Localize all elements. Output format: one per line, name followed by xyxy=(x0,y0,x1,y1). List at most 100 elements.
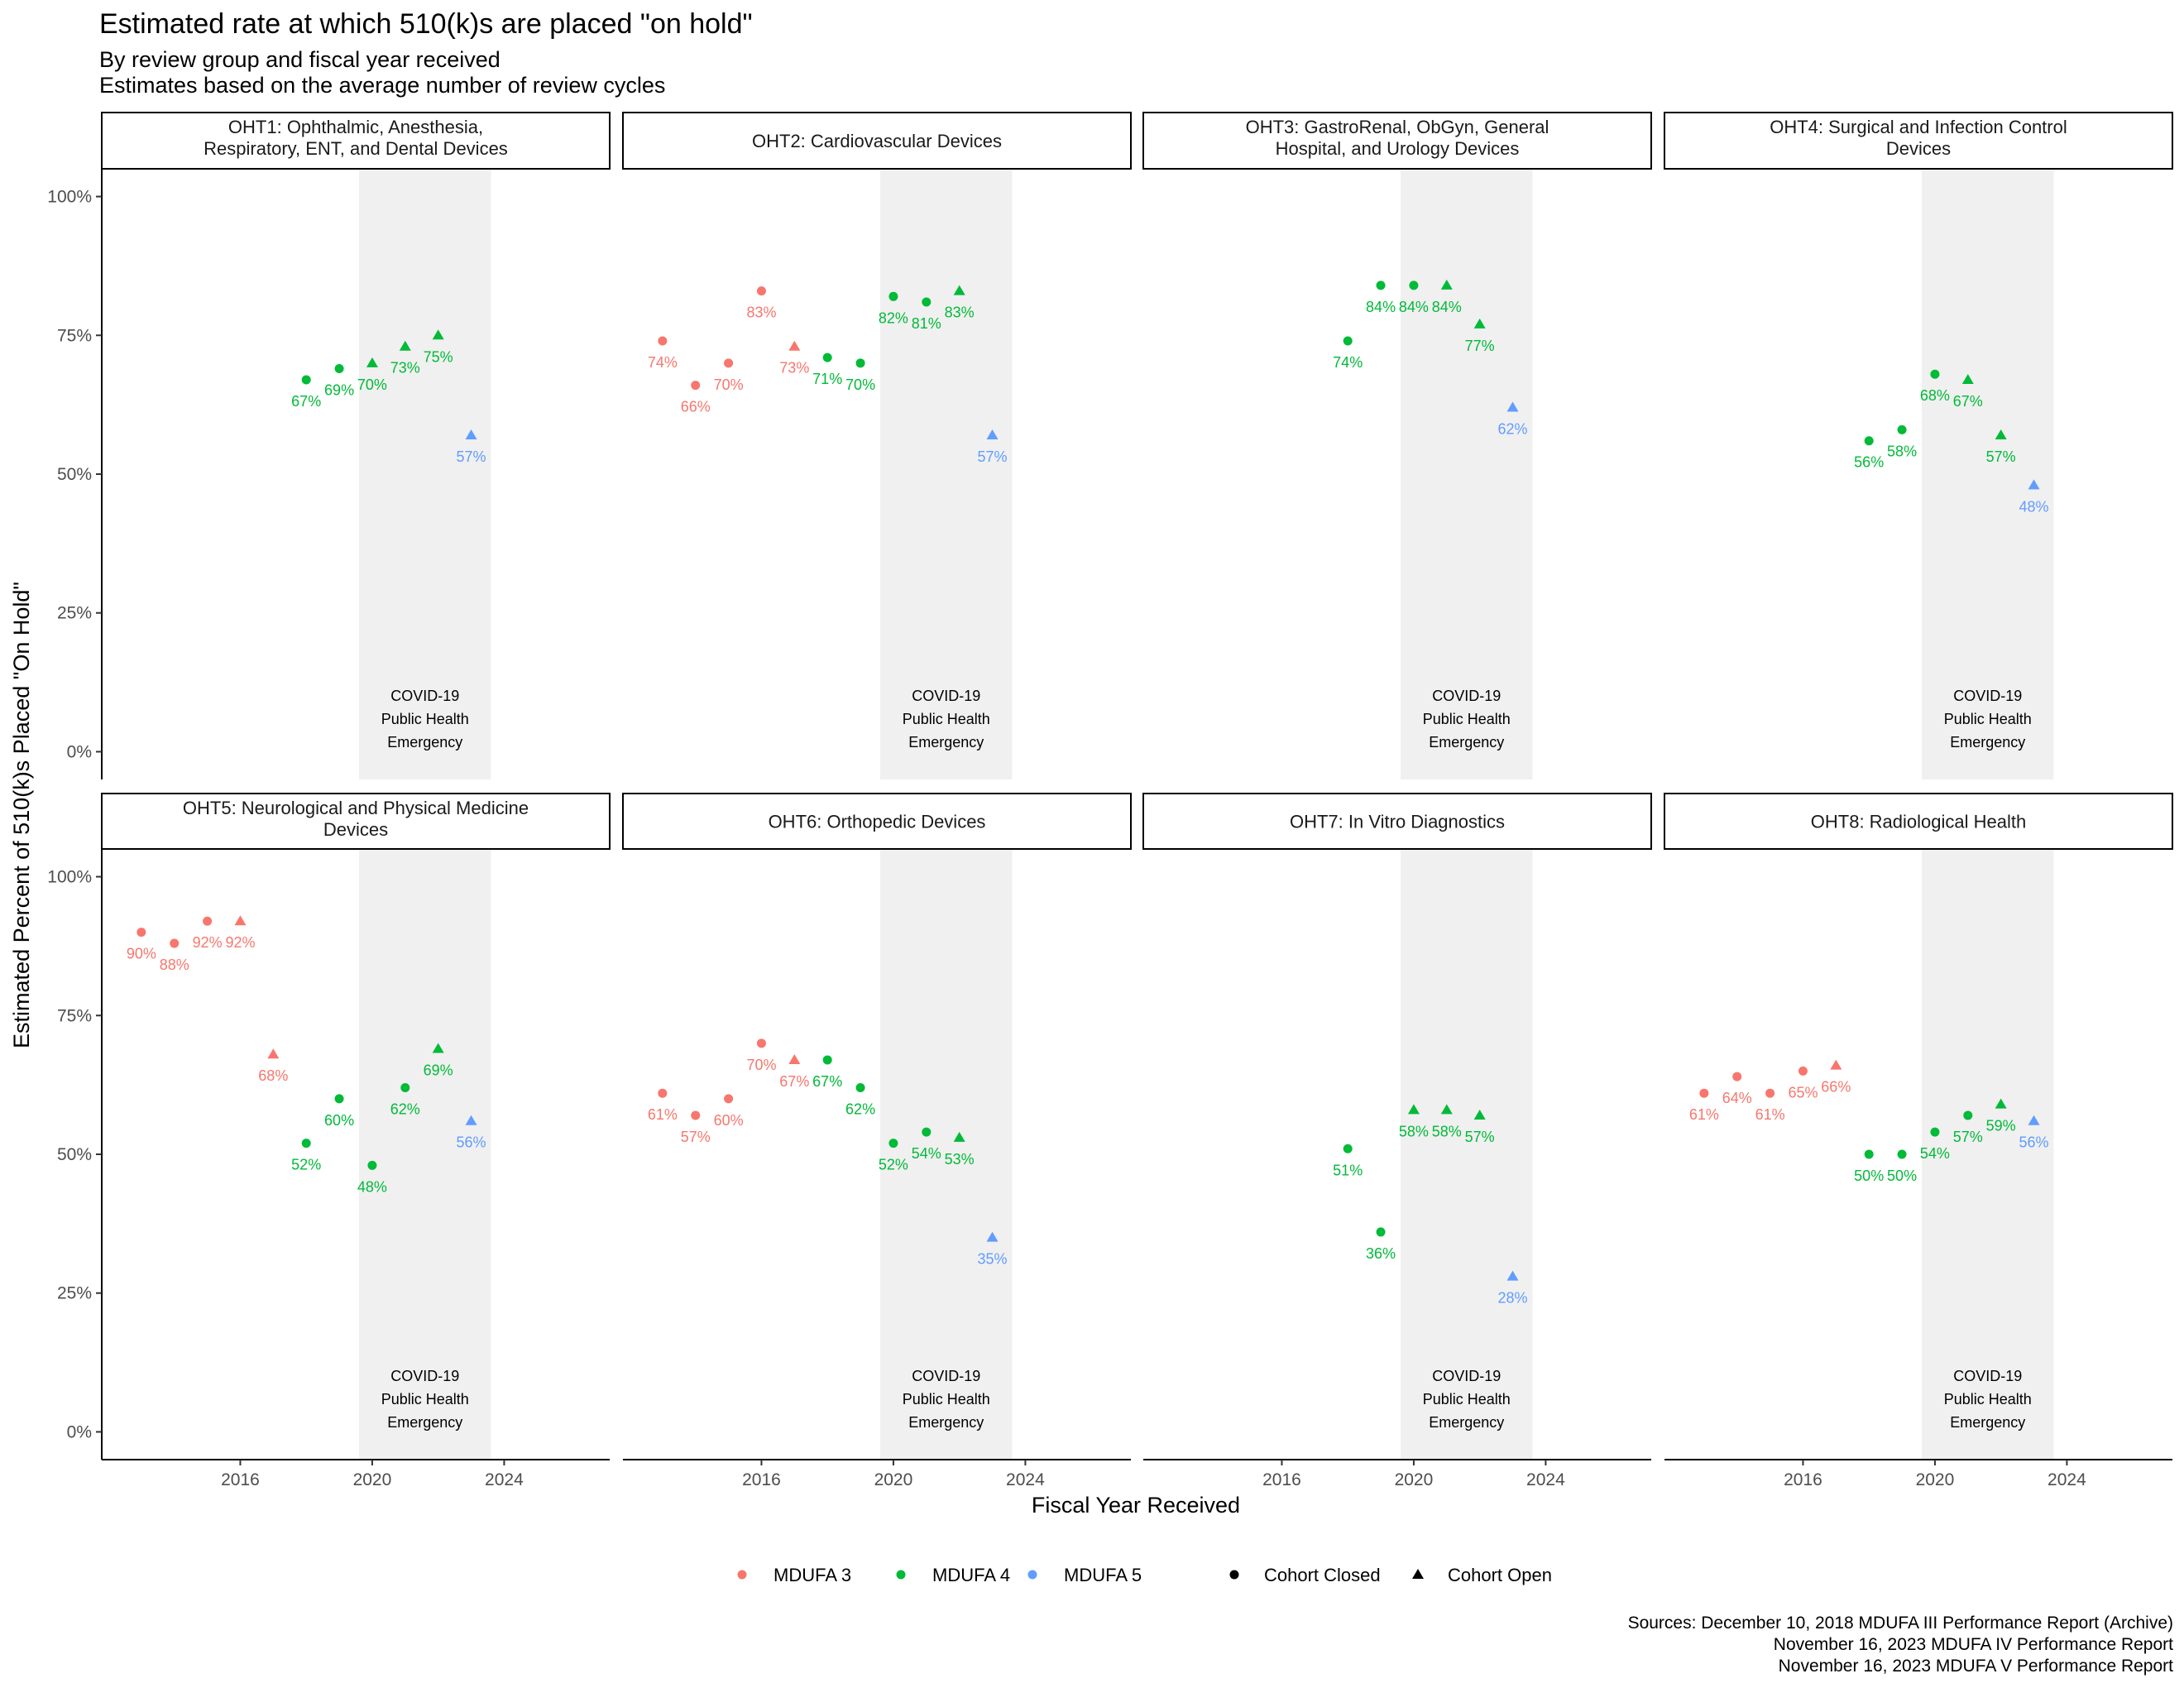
covid-label: COVID-19 xyxy=(1432,1368,1501,1384)
data-point-closed xyxy=(1864,436,1874,446)
x-axis-title: Fiscal Year Received xyxy=(1032,1493,1240,1518)
data-label: 61% xyxy=(1755,1106,1785,1123)
data-label: 52% xyxy=(291,1157,321,1173)
covid-label: COVID-19 xyxy=(912,688,980,704)
data-label: 28% xyxy=(1498,1290,1528,1307)
data-point-closed xyxy=(1798,1066,1808,1076)
data-label: 61% xyxy=(1689,1106,1719,1123)
data-label: 84% xyxy=(1366,299,1396,315)
data-label: 73% xyxy=(779,360,809,376)
covid-band xyxy=(1921,849,2054,1460)
data-point-open xyxy=(953,285,965,295)
facet-title: OHT6: Orthopedic Devices xyxy=(769,812,986,832)
data-label: 54% xyxy=(1920,1145,1950,1162)
data-point-closed xyxy=(1343,336,1353,346)
data-label: 70% xyxy=(845,376,875,393)
covid-label: Emergency xyxy=(387,1414,462,1431)
covid-band xyxy=(1400,169,1533,779)
data-label: 48% xyxy=(357,1178,387,1195)
data-point-closed xyxy=(334,364,344,374)
data-point-open xyxy=(2028,479,2040,490)
x-tick-label: 2020 xyxy=(1916,1470,1955,1489)
covid-band xyxy=(879,169,1013,779)
covid-label: Emergency xyxy=(1950,734,2025,750)
data-point-open xyxy=(788,340,801,351)
data-label: 70% xyxy=(357,376,387,393)
data-label: 57% xyxy=(1465,1129,1495,1145)
data-point-closed xyxy=(1343,1144,1353,1153)
facet-title: Devices xyxy=(1886,138,1951,159)
data-label: 67% xyxy=(291,393,321,410)
chart-title: Estimated rate at which 510(k)s are plac… xyxy=(99,8,753,40)
covid-label: Emergency xyxy=(387,734,462,750)
data-label: 92% xyxy=(193,934,223,951)
data-label: 65% xyxy=(1788,1084,1818,1101)
facet-strip xyxy=(101,112,611,170)
data-label: 92% xyxy=(225,934,255,951)
legend-color-label: MDUFA 3 xyxy=(774,1565,851,1585)
y-tick-label: 50% xyxy=(57,465,92,484)
legend-color-key xyxy=(896,1570,906,1580)
data-point-closed xyxy=(301,1139,311,1149)
data-label: 69% xyxy=(424,1062,453,1079)
data-point-closed xyxy=(922,1127,932,1137)
data-point-closed xyxy=(922,297,932,307)
data-label: 67% xyxy=(779,1073,809,1090)
data-label: 56% xyxy=(2019,1134,2049,1151)
data-label: 57% xyxy=(681,1129,711,1145)
data-label: 67% xyxy=(812,1073,842,1090)
facet-strip xyxy=(622,112,1132,170)
data-point-closed xyxy=(724,1094,734,1104)
data-point-open xyxy=(1995,429,2007,440)
data-label: 68% xyxy=(258,1067,288,1084)
data-point-closed xyxy=(1765,1088,1775,1098)
data-point-open xyxy=(1830,1059,1842,1070)
data-point-open xyxy=(366,357,378,367)
data-point-open xyxy=(1995,1098,2007,1109)
data-label: 70% xyxy=(746,1057,776,1073)
data-label: 58% xyxy=(1432,1123,1462,1139)
data-label: 58% xyxy=(1887,443,1917,459)
data-point-closed xyxy=(1732,1072,1742,1081)
data-point-closed xyxy=(1897,424,1907,434)
x-tick-label: 2016 xyxy=(742,1470,781,1489)
data-point-open xyxy=(267,1048,280,1059)
data-label: 62% xyxy=(845,1101,875,1117)
caption-line2: November 16, 2023 MDUFA IV Performance R… xyxy=(1773,1635,2173,1654)
y-tick-label: 0% xyxy=(67,1422,92,1441)
data-label: 83% xyxy=(746,305,776,321)
data-point-open xyxy=(432,1043,444,1053)
x-tick-label: 2024 xyxy=(2048,1470,2086,1489)
data-point-open xyxy=(465,1115,477,1125)
data-point-closed xyxy=(888,291,898,301)
data-label: 88% xyxy=(160,957,189,973)
data-point-open xyxy=(2028,1115,2040,1125)
y-tick-label: 25% xyxy=(57,604,92,623)
data-point-closed xyxy=(822,352,832,362)
data-label: 60% xyxy=(714,1112,744,1129)
facet-strip xyxy=(1142,793,1652,850)
data-point-open xyxy=(1473,318,1486,328)
data-point-open xyxy=(986,429,999,440)
data-label: 57% xyxy=(978,448,1008,465)
x-tick-label: 2016 xyxy=(1262,1470,1301,1489)
covid-label: COVID-19 xyxy=(390,1368,459,1384)
data-point-closed xyxy=(1930,1127,1940,1137)
data-label: 90% xyxy=(127,946,156,962)
data-point-closed xyxy=(301,375,311,385)
data-label: 58% xyxy=(1399,1123,1429,1139)
covid-label: Public Health xyxy=(903,1391,990,1407)
covid-label: COVID-19 xyxy=(912,1368,980,1384)
facet-title: Hospital, and Urology Devices xyxy=(1276,138,1520,159)
data-point-closed xyxy=(1376,1227,1386,1237)
legend-color-label: MDUFA 4 xyxy=(932,1565,1010,1585)
data-point-open xyxy=(1473,1110,1486,1120)
data-label: 57% xyxy=(1953,1129,1983,1145)
legend-shape-label: Cohort Closed xyxy=(1264,1565,1381,1585)
data-point-open xyxy=(399,340,411,351)
x-tick-label: 2020 xyxy=(1395,1470,1434,1489)
data-point-closed xyxy=(1897,1149,1907,1159)
data-label: 50% xyxy=(1854,1168,1884,1184)
data-label: 56% xyxy=(1854,454,1884,471)
